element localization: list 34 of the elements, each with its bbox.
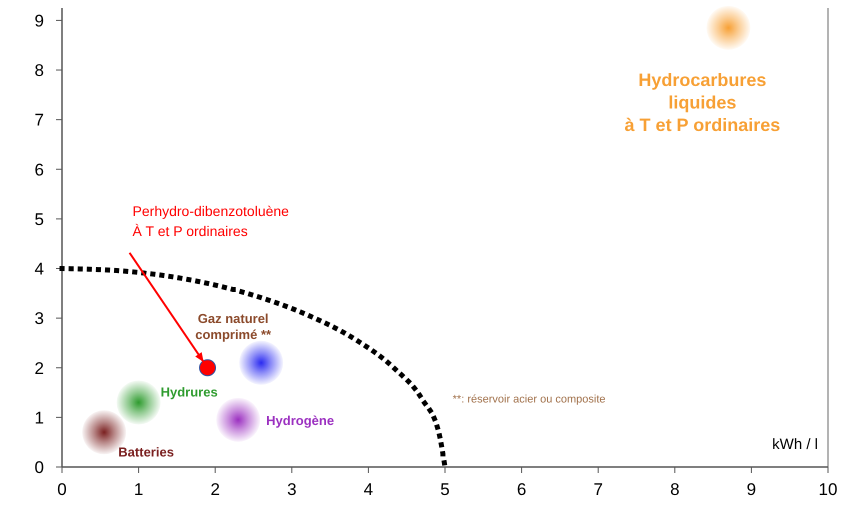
y-tick-label: 1 — [34, 408, 44, 428]
x-tick-label: 8 — [670, 480, 680, 499]
x-tick-label: 3 — [287, 480, 297, 499]
x-tick-label: 10 — [818, 480, 838, 499]
point — [239, 340, 284, 385]
y-tick-label: 5 — [34, 210, 44, 229]
point — [116, 380, 161, 424]
series-label: Batteries — [118, 444, 174, 460]
x-tick-label: 7 — [593, 480, 603, 499]
y-tick-label: 9 — [34, 11, 44, 30]
x-tick-label: 5 — [440, 480, 450, 499]
y-tick-label: 4 — [34, 260, 44, 279]
x-tick-label: 1 — [134, 480, 144, 499]
x-tick-label: 6 — [516, 480, 526, 499]
series-label: Gaz naturel comprimé ** — [195, 310, 272, 342]
x-tick-label: 2 — [210, 480, 220, 499]
point — [199, 359, 216, 376]
point — [216, 398, 260, 442]
y-tick-label: 6 — [34, 160, 44, 180]
x-tick-label: 4 — [364, 480, 374, 499]
y-tick-label: 0 — [34, 458, 44, 477]
series-label: Hydrogène — [266, 412, 334, 428]
annotation: **: réservoir acier ou composite — [452, 393, 606, 406]
x-axis-title: kWh / l — [772, 436, 818, 453]
y-tick-label: 7 — [34, 110, 44, 130]
point — [706, 6, 750, 50]
x-tick-label: 9 — [746, 480, 756, 499]
y-tick-label: 2 — [34, 358, 44, 378]
x-tick-label: 0 — [57, 480, 67, 499]
y-tick-label: 3 — [34, 309, 44, 328]
text: Hydrocarbures liquides à T et P ordinaires — [624, 70, 780, 135]
y-tick-label: 8 — [34, 61, 44, 80]
series-label: Hydrures — [160, 384, 218, 400]
annotation: Perhydro-dibenzotoluène À T et P ordinaires — [132, 202, 290, 239]
